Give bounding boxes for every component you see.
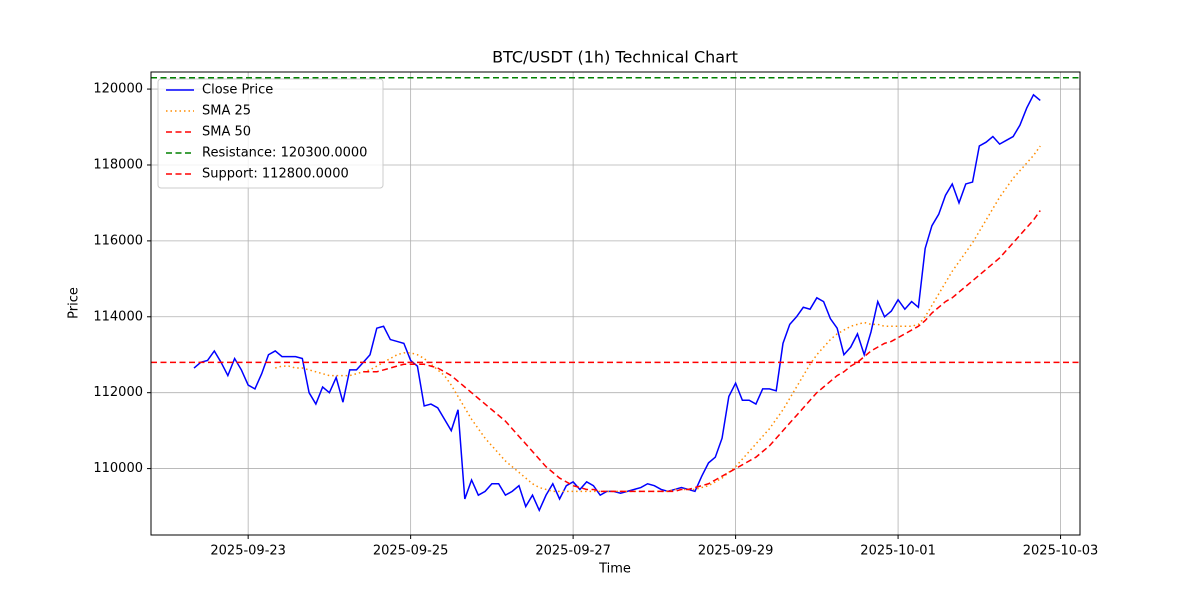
- x-tick-label: 2025-09-25: [373, 544, 449, 559]
- x-tick-label: 2025-09-27: [535, 544, 611, 559]
- y-tick-label: 116000: [93, 233, 143, 248]
- y-axis-label: Price: [67, 287, 82, 319]
- y-tick-label: 120000: [93, 82, 143, 97]
- legend-label: SMA 50: [202, 125, 251, 140]
- legend-label: SMA 25: [202, 104, 251, 119]
- plot-frame: [150, 71, 1081, 536]
- legend-label: Close Price: [202, 83, 273, 98]
- series-line: [275, 145, 1041, 493]
- legend-label: Resistance: 120300.0000: [202, 146, 367, 161]
- series-line: [193, 93, 1041, 513]
- x-tick-label: 2025-10-03: [1023, 544, 1099, 559]
- x-tick-label: 2025-09-23: [210, 544, 286, 559]
- legend-label: Support: 112800.0000: [202, 167, 349, 182]
- x-tick-label: 2025-10-01: [860, 544, 936, 559]
- series-line: [363, 210, 1041, 493]
- y-tick-label: 114000: [93, 309, 143, 324]
- y-tick-label: 118000: [93, 157, 143, 172]
- x-axis-label: Time: [598, 562, 631, 577]
- legend-box: [157, 78, 384, 189]
- y-tick-label: 112000: [93, 385, 143, 400]
- x-tick-label: 2025-09-29: [698, 544, 774, 559]
- y-tick-label: 110000: [93, 461, 143, 476]
- chart-title: BTC/USDT (1h) Technical Chart: [492, 48, 738, 67]
- legend: Close Price SMA 25 SMA 50 Resistance: 12030…: [157, 78, 384, 189]
